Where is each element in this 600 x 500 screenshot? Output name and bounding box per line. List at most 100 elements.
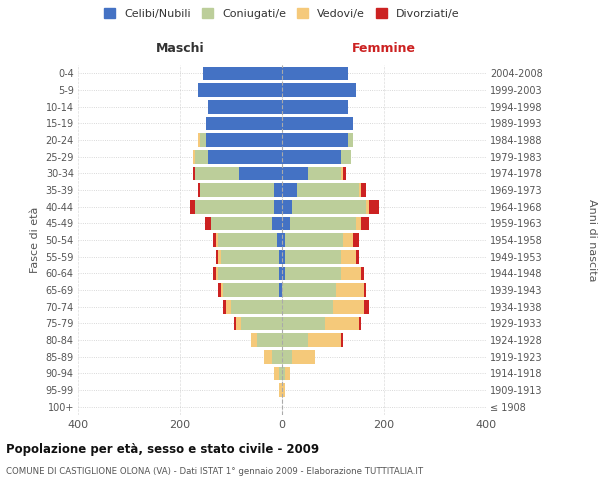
- Bar: [223, 300, 226, 314]
- Bar: [333, 300, 364, 314]
- Bar: [200, 183, 274, 197]
- Bar: [280, 266, 282, 280]
- Bar: [361, 266, 364, 280]
- Bar: [369, 200, 379, 213]
- Bar: [206, 133, 282, 147]
- Bar: [208, 100, 282, 114]
- Bar: [280, 250, 282, 264]
- Bar: [282, 350, 292, 364]
- Bar: [282, 83, 356, 97]
- Bar: [282, 150, 341, 164]
- Bar: [216, 233, 218, 247]
- Bar: [280, 283, 282, 297]
- Bar: [221, 283, 223, 297]
- Bar: [218, 233, 277, 247]
- Bar: [341, 250, 356, 264]
- Bar: [325, 316, 359, 330]
- Bar: [282, 216, 290, 230]
- Bar: [364, 283, 366, 297]
- Bar: [282, 333, 308, 347]
- Bar: [308, 333, 341, 347]
- Bar: [282, 316, 325, 330]
- Bar: [272, 216, 282, 230]
- Bar: [359, 316, 361, 330]
- Bar: [274, 366, 280, 380]
- Bar: [290, 216, 356, 230]
- Bar: [356, 216, 361, 230]
- Bar: [298, 183, 359, 197]
- Bar: [198, 183, 200, 197]
- Bar: [274, 200, 282, 213]
- Bar: [341, 266, 361, 280]
- Bar: [292, 200, 366, 213]
- Bar: [226, 300, 231, 314]
- Bar: [200, 133, 206, 147]
- Bar: [241, 316, 282, 330]
- Bar: [282, 250, 284, 264]
- Bar: [284, 366, 290, 380]
- Bar: [280, 383, 282, 397]
- Bar: [353, 233, 359, 247]
- Bar: [231, 300, 282, 314]
- Y-axis label: Fasce di età: Fasce di età: [30, 207, 40, 273]
- Bar: [196, 200, 274, 213]
- Text: Anni di nascita: Anni di nascita: [587, 198, 597, 281]
- Text: Maschi: Maschi: [155, 42, 205, 55]
- Bar: [272, 350, 282, 364]
- Bar: [196, 150, 208, 164]
- Bar: [211, 216, 272, 230]
- Bar: [308, 166, 341, 180]
- Bar: [282, 166, 308, 180]
- Bar: [364, 300, 369, 314]
- Bar: [284, 250, 341, 264]
- Bar: [198, 83, 282, 97]
- Bar: [343, 166, 346, 180]
- Bar: [361, 183, 366, 197]
- Bar: [359, 183, 361, 197]
- Bar: [223, 283, 280, 297]
- Bar: [356, 250, 359, 264]
- Bar: [193, 150, 196, 164]
- Bar: [282, 266, 284, 280]
- Bar: [282, 200, 292, 213]
- Bar: [282, 366, 284, 380]
- Bar: [284, 233, 343, 247]
- Bar: [264, 350, 272, 364]
- Bar: [366, 200, 369, 213]
- Bar: [257, 333, 282, 347]
- Text: Popolazione per età, sesso e stato civile - 2009: Popolazione per età, sesso e stato civil…: [6, 442, 319, 456]
- Bar: [361, 216, 369, 230]
- Bar: [282, 233, 284, 247]
- Bar: [206, 116, 282, 130]
- Bar: [198, 133, 200, 147]
- Bar: [203, 66, 282, 80]
- Bar: [221, 250, 280, 264]
- Bar: [343, 233, 353, 247]
- Bar: [208, 150, 282, 164]
- Bar: [277, 233, 282, 247]
- Bar: [341, 150, 351, 164]
- Bar: [218, 250, 221, 264]
- Bar: [236, 316, 241, 330]
- Bar: [274, 183, 282, 197]
- Bar: [196, 166, 239, 180]
- Bar: [284, 266, 341, 280]
- Bar: [292, 350, 315, 364]
- Bar: [233, 316, 236, 330]
- Bar: [282, 183, 298, 197]
- Bar: [341, 333, 343, 347]
- Bar: [282, 133, 349, 147]
- Bar: [335, 283, 364, 297]
- Bar: [282, 383, 284, 397]
- Bar: [282, 100, 349, 114]
- Bar: [193, 166, 196, 180]
- Bar: [251, 333, 257, 347]
- Bar: [282, 300, 333, 314]
- Bar: [349, 133, 353, 147]
- Bar: [213, 233, 216, 247]
- Bar: [213, 266, 216, 280]
- Text: Femmine: Femmine: [352, 42, 416, 55]
- Bar: [216, 250, 218, 264]
- Bar: [218, 266, 280, 280]
- Bar: [282, 66, 349, 80]
